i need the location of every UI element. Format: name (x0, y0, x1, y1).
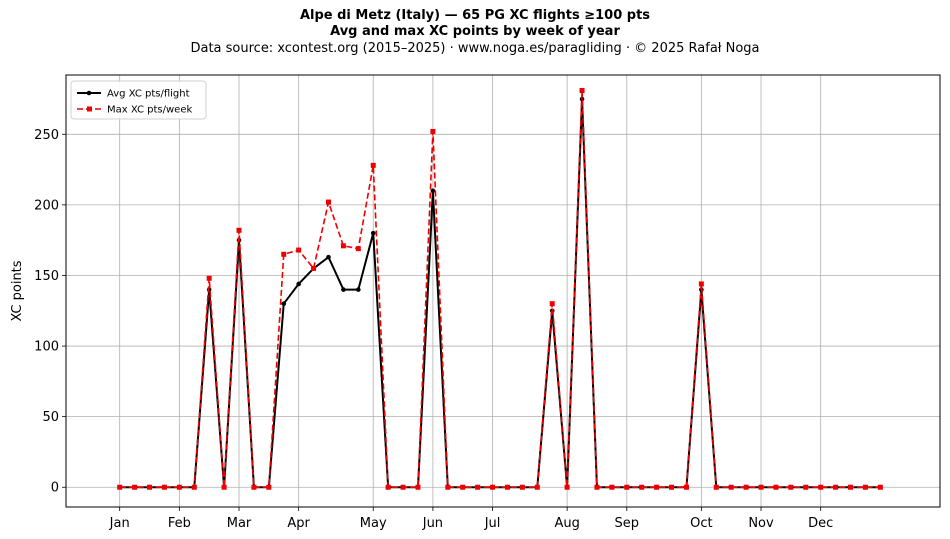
data-point (340, 243, 346, 249)
data-point (758, 484, 764, 490)
data-point (803, 484, 809, 490)
data-point (311, 265, 317, 271)
x-tick-label: Jul (484, 516, 501, 531)
x-tick-label: Dec (808, 516, 833, 531)
data-point (788, 484, 794, 490)
data-point (355, 246, 361, 252)
data-point (325, 199, 331, 205)
data-point (161, 484, 167, 490)
data-point (460, 484, 466, 490)
data-point (504, 484, 510, 490)
data-point (281, 301, 287, 307)
series (117, 88, 883, 490)
data-point (698, 281, 704, 287)
data-point (818, 484, 824, 490)
data-point (236, 227, 242, 233)
data-point (176, 484, 182, 490)
data-point (296, 281, 301, 287)
data-point (221, 484, 227, 490)
data-point (519, 484, 525, 490)
series-line (119, 98, 881, 489)
data-point (683, 484, 689, 490)
chart-subtitle: Avg and max XC points by week of year (330, 24, 620, 39)
data-point (326, 254, 331, 260)
y-tick-label: 100 (34, 340, 59, 355)
legend-marker (87, 106, 92, 112)
data-point (341, 287, 346, 292)
data-point (773, 484, 779, 490)
data-point (833, 484, 839, 490)
y-tick-label: 250 (34, 128, 59, 143)
data-point (624, 484, 630, 490)
data-point (191, 484, 197, 490)
x-tick-label: Feb (168, 516, 191, 531)
chart-titles: Alpe di Metz (Italy) — 65 PG XC flights … (0, 8, 950, 57)
data-point (490, 484, 496, 490)
series-line (119, 89, 881, 489)
y-tick-label: 150 (34, 269, 59, 284)
plot-frame (65, 74, 941, 508)
legend-box (70, 80, 207, 120)
y-axis-label: XC points (10, 260, 25, 321)
data-point (415, 484, 421, 490)
data-point (132, 484, 138, 490)
data-point (713, 484, 719, 490)
data-point (445, 484, 451, 490)
data-point (400, 484, 406, 490)
data-point (848, 484, 854, 490)
x-tick-label: Apr (287, 516, 310, 531)
x-tick-label: May (360, 516, 387, 531)
data-point (534, 484, 540, 490)
grid (66, 75, 940, 507)
data-point (728, 484, 734, 490)
legend-label: Max XC pts/week (107, 105, 192, 116)
data-point (862, 484, 868, 490)
data-point (370, 162, 376, 168)
legend-marker (86, 90, 92, 96)
data-point (251, 484, 257, 490)
data-point (609, 484, 615, 490)
data-point (206, 275, 212, 281)
data-point (475, 484, 481, 490)
series-0 (117, 96, 883, 490)
data-point (266, 484, 272, 490)
data-point (281, 251, 287, 257)
x-tick-label: Mar (227, 516, 252, 531)
data-point (117, 484, 123, 490)
legend-label: Avg XC pts/flight (107, 89, 190, 100)
data-point (430, 188, 436, 194)
data-point (356, 287, 361, 292)
data-point (147, 484, 153, 490)
x-tick-label: Sep (615, 516, 640, 531)
data-point (549, 301, 555, 307)
x-tick-label: Oct (690, 516, 712, 531)
data-point (370, 230, 376, 236)
x-tick-label: Jan (109, 516, 130, 531)
legend: Avg XC pts/flight Max XC pts/week (70, 80, 207, 120)
data-source-note: Data source: xcontest.org (2015–2025) · … (190, 41, 760, 56)
y-tick-label: 200 (34, 198, 59, 213)
data-point (743, 484, 749, 490)
y-tick-label: 0 (51, 481, 59, 496)
chart-title: Alpe di Metz (Italy) — 65 PG XC flights … (299, 8, 651, 23)
data-point (296, 247, 302, 253)
data-point (877, 484, 883, 490)
data-point (654, 484, 660, 490)
y-tick-label: 50 (42, 410, 59, 425)
data-point (669, 484, 675, 490)
series-1 (117, 88, 883, 490)
x-tick-label: Jun (422, 516, 443, 531)
x-tick-label: Aug (554, 516, 579, 531)
data-point (579, 88, 585, 94)
data-point (430, 128, 436, 134)
axis-ticks: 0 50 100 150 200 250 Jan Feb Mar Apr May Jun Jul Aug S… (34, 128, 833, 531)
data-point (564, 484, 570, 490)
x-tick-label: Nov (748, 516, 774, 531)
data-point (385, 484, 391, 490)
data-point (594, 484, 600, 490)
data-point (639, 484, 645, 490)
